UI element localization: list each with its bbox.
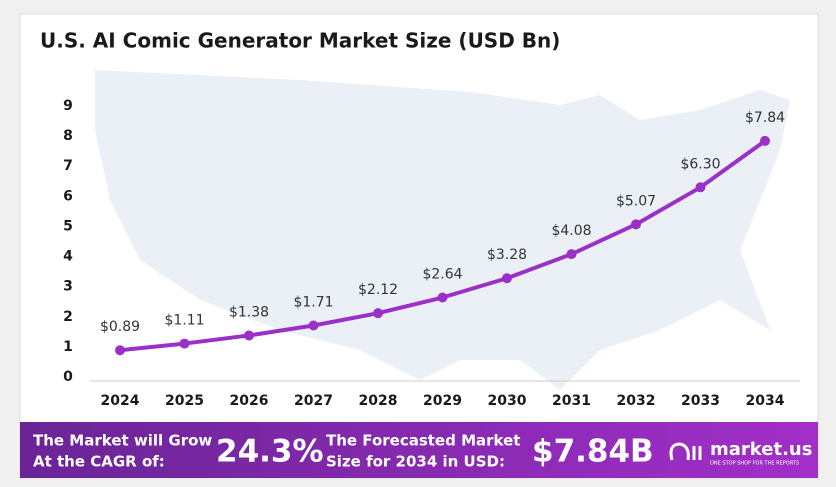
y-tick-label: 5 [63, 218, 73, 234]
map-background [95, 70, 790, 390]
y-tick-label: 7 [63, 158, 73, 174]
forecast-label: The Forecasted Market [326, 432, 520, 450]
point [760, 135, 770, 146]
x-tick-label: 2032 [617, 393, 656, 409]
data-label: $1.11 [164, 313, 204, 329]
cagr-label: The Market will Grow [33, 432, 212, 450]
point [179, 338, 190, 349]
logo: market.us [710, 439, 812, 460]
x-tick-label: 2033 [681, 393, 720, 409]
data-label: $4.08 [551, 223, 591, 239]
point [244, 330, 254, 341]
x-tick-label: 2027 [294, 393, 333, 409]
logo-icon [669, 442, 702, 461]
point [373, 308, 383, 319]
y-tick-label: 0 [63, 369, 73, 385]
x-tick-label: 2024 [101, 393, 140, 409]
point [566, 249, 577, 260]
point [437, 292, 448, 303]
cagr-value: 24.3% [216, 434, 324, 470]
data-label: $0.89 [100, 319, 140, 335]
data-label: $1.71 [293, 295, 333, 311]
x-tick-label: 2026 [230, 393, 269, 409]
point [695, 182, 706, 193]
data-label: $5.07 [616, 193, 656, 209]
x-tick-label: 2025 [165, 393, 204, 409]
x-tick-label: 2031 [552, 393, 591, 409]
y-tick-label: 2 [63, 309, 73, 325]
forecast-value: $7.84B [532, 434, 654, 470]
data-label: $3.28 [487, 247, 527, 263]
y-tick-label: 8 [63, 128, 73, 144]
point [631, 219, 641, 230]
data-label: $2.12 [358, 282, 398, 298]
data-label: $1.38 [229, 304, 269, 320]
x-tick-label: 2034 [746, 393, 785, 409]
y-tick-label: 4 [63, 249, 73, 265]
tagline: ONE STOP SHOP FOR THE REPORTS [710, 461, 799, 467]
footer-band [20, 422, 818, 478]
chart-title: U.S. AI Comic Generator Market Size (USD… [40, 29, 560, 53]
x-tick-label: 2029 [423, 393, 462, 409]
point [502, 273, 512, 284]
x-tick-label: 2028 [359, 393, 398, 409]
data-label: $6.30 [680, 156, 720, 172]
y-tick-label: 3 [63, 279, 73, 295]
forecast-label: Size for 2034 in USD: [326, 453, 505, 471]
data-label: $7.84 [745, 110, 785, 126]
point [308, 320, 319, 331]
data-label: $2.64 [422, 267, 462, 283]
point [115, 345, 125, 356]
x-tick-label: 2030 [488, 393, 527, 409]
y-tick-label: 1 [63, 339, 73, 355]
y-tick-label: 9 [63, 98, 73, 114]
cagr-label: At the CAGR of: [33, 453, 165, 471]
y-tick-label: 6 [63, 188, 73, 204]
